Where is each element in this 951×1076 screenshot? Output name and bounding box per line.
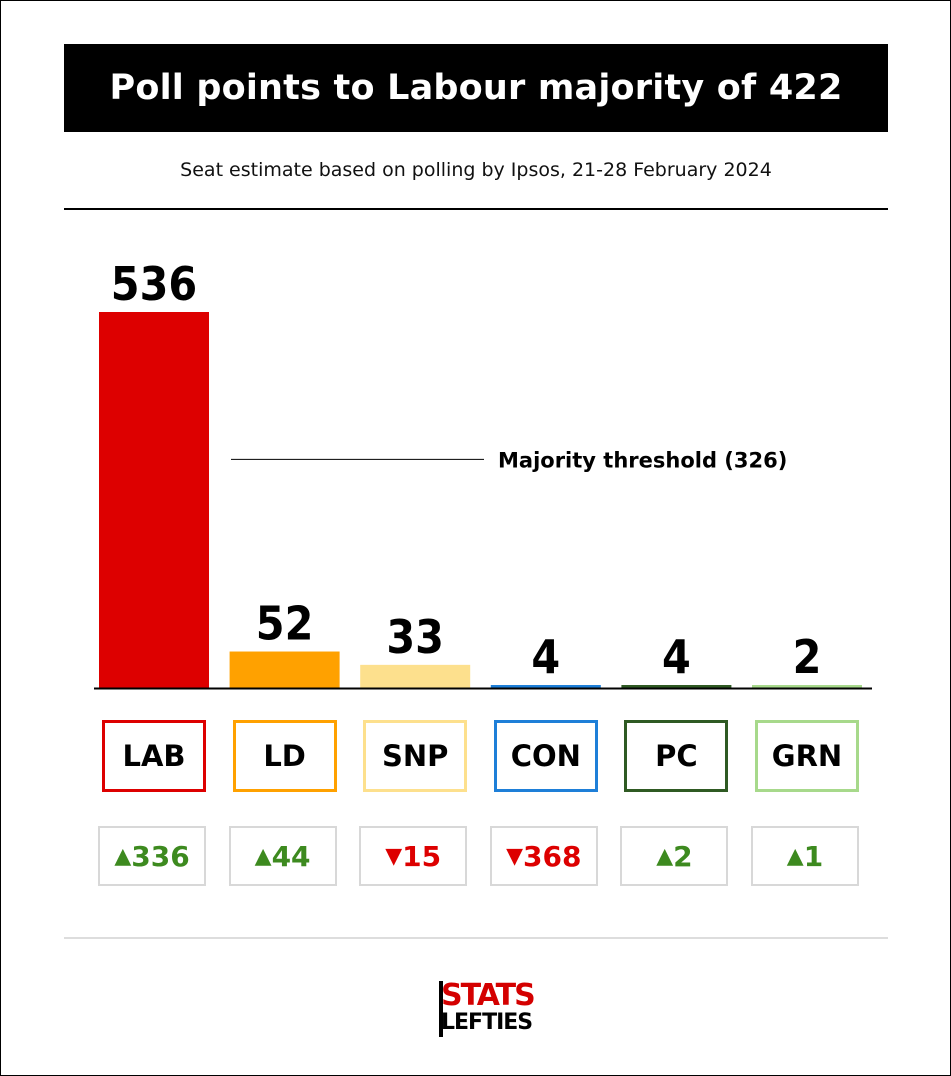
seat-change-pc: ▲ 2 — [620, 826, 729, 886]
party-label-grn: GRN — [755, 720, 859, 792]
arrow-up-icon: ▲ — [254, 843, 272, 869]
bar-chart: Majority threshold (326) 536 52 33 4 4 2 — [94, 257, 872, 690]
stats-for-lefties-logo: STATS LEFTIES — [439, 979, 536, 1041]
bar-value-pc: 4 — [662, 630, 691, 684]
chart-title: Poll points to Labour majority of 422 — [64, 44, 888, 132]
bar-value-ld: 52 — [256, 597, 314, 651]
logo-line-2: LEFTIES — [441, 1010, 533, 1035]
majority-threshold-label: Majority threshold (326) — [498, 448, 787, 472]
seat-change-snp: ▼ 15 — [359, 826, 468, 886]
bar-lab — [99, 312, 209, 688]
arrow-down-icon: ▼ — [385, 843, 403, 869]
party-label-pc: PC — [624, 720, 729, 792]
party-label-ld: LD — [232, 720, 337, 792]
seat-change-value: 2 — [673, 839, 693, 873]
party-label-snp: SNP — [363, 720, 468, 792]
seat-change-lab: ▲ 336 — [98, 826, 206, 886]
top-divider — [64, 208, 888, 210]
bar-value-con: 4 — [531, 630, 560, 684]
bar-pc — [621, 685, 732, 688]
arrow-up-icon: ▲ — [656, 843, 674, 869]
seat-change-con: ▼ 368 — [489, 826, 598, 886]
seat-change-value: 44 — [271, 839, 311, 873]
chart-subtitle: Seat estimate based on polling by Ipsos,… — [180, 159, 772, 181]
seat-change-grn: ▲ 1 — [751, 826, 859, 886]
seat-change-value: 15 — [402, 839, 442, 873]
arrow-down-icon: ▼ — [506, 843, 524, 869]
logo-bar — [439, 981, 443, 1037]
party-label-con: CON — [493, 720, 598, 792]
arrow-up-icon: ▲ — [114, 843, 132, 869]
bar-con — [490, 685, 601, 688]
arrow-up-icon: ▲ — [786, 843, 804, 869]
bar-value-snp: 33 — [386, 610, 444, 664]
party-label-lab: LAB — [102, 720, 206, 792]
bar-grn — [752, 685, 862, 688]
seat-change-ld: ▲ 44 — [228, 826, 337, 886]
bar-ld — [229, 651, 340, 688]
seat-change-value: 336 — [131, 839, 190, 873]
bottom-divider — [64, 937, 888, 939]
seat-change-value: 368 — [523, 839, 582, 873]
bar-snp — [360, 664, 471, 688]
seat-change-value: 1 — [803, 839, 824, 873]
bar-value-grn: 2 — [793, 630, 822, 684]
logo-line-1: STATS — [441, 978, 536, 1013]
bar-value-lab: 536 — [111, 257, 197, 311]
